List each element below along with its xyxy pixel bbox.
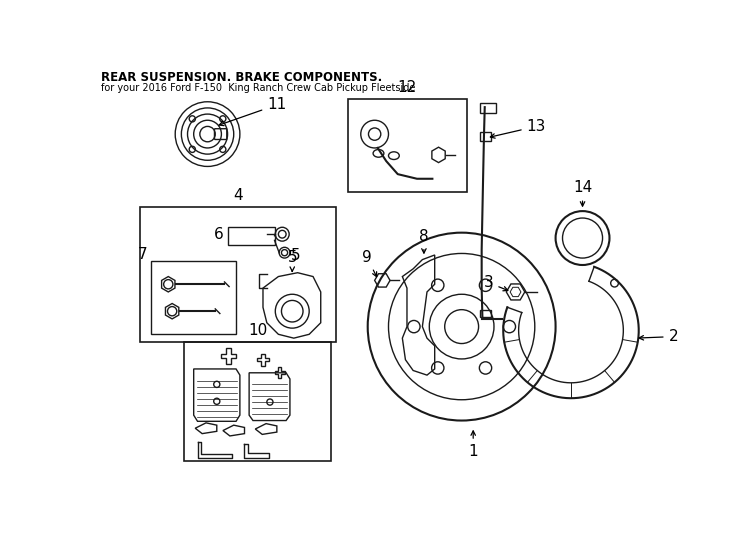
Text: 4: 4 [233, 188, 242, 203]
Bar [228, 226, 275, 245]
Text: REAR SUSPENSION. BRAKE COMPONENTS.: REAR SUSPENSION. BRAKE COMPONENTS. [101, 71, 382, 84]
Bar [184, 342, 331, 461]
Text: 8: 8 [419, 229, 429, 253]
Text: 3: 3 [484, 275, 508, 291]
Text: 2: 2 [639, 329, 678, 344]
Text: 1: 1 [468, 431, 478, 459]
Text: 6: 6 [214, 227, 224, 242]
Text: 14: 14 [573, 180, 592, 206]
Bar [480, 132, 491, 141]
Text: 5: 5 [288, 250, 297, 271]
Bar [151, 261, 236, 334]
Text: 5: 5 [291, 248, 300, 264]
Text: for your 2016 Ford F-150  King Ranch Crew Cab Pickup Fleetside: for your 2016 Ford F-150 King Ranch Crew… [101, 83, 415, 93]
Text: 13: 13 [490, 119, 546, 138]
Text: 9: 9 [362, 250, 377, 276]
Bar [348, 99, 467, 192]
Text: 7: 7 [137, 247, 147, 262]
Text: 12: 12 [397, 80, 417, 96]
Bar [480, 103, 495, 113]
Text: 10: 10 [248, 323, 267, 338]
Bar [480, 309, 491, 318]
Bar [139, 207, 336, 342]
Text: 11: 11 [219, 97, 286, 126]
